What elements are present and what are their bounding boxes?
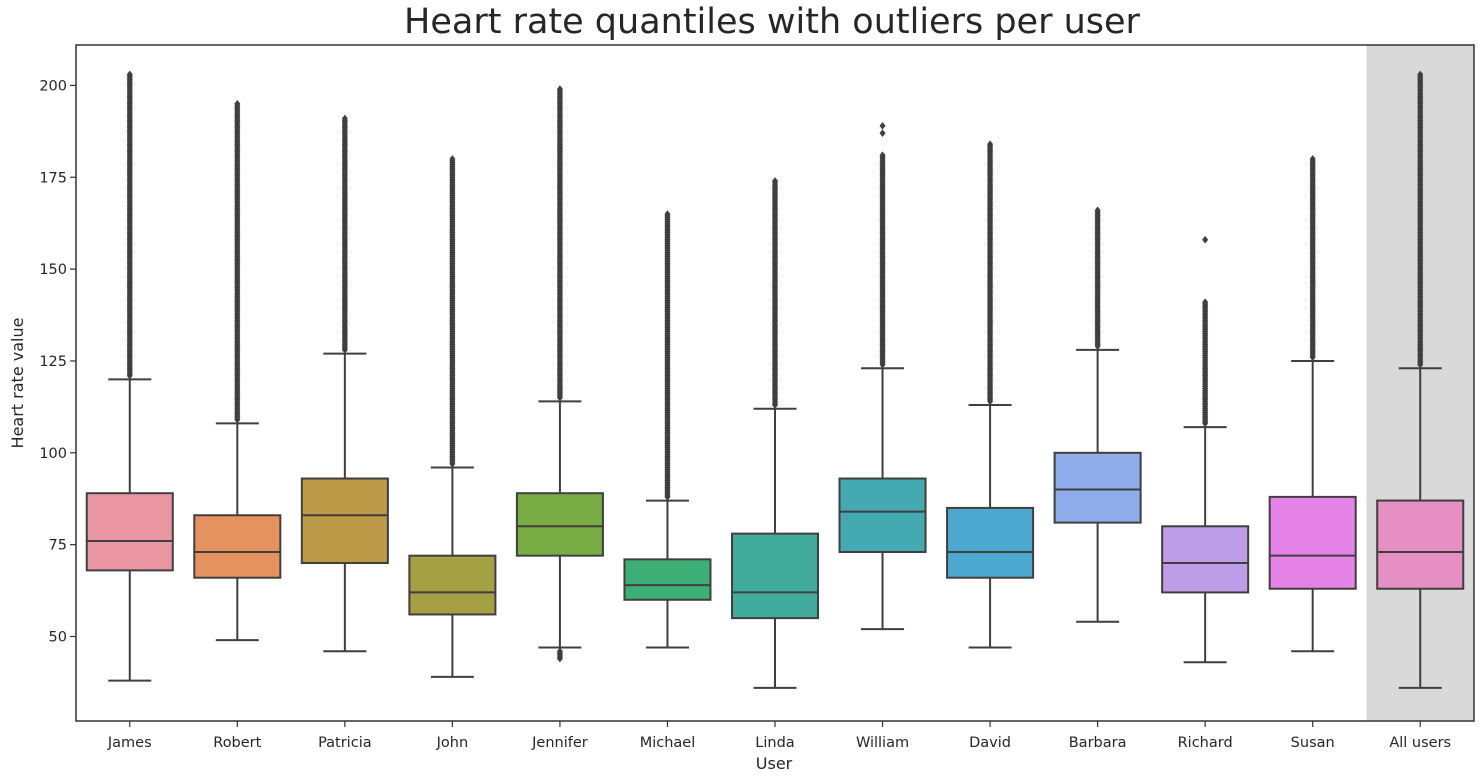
outlier-point: [1094, 206, 1101, 215]
outlier-point: [1309, 155, 1316, 163]
x-tick-label: Robert: [213, 735, 261, 751]
iqr-box: [300, 477, 389, 565]
box-group: [623, 210, 712, 649]
y-axis-label: Heart rate value: [8, 318, 27, 449]
x-axis-label: User: [756, 754, 793, 773]
outlier-point: [556, 85, 563, 93]
outlier-point: [987, 140, 994, 148]
x-tick-label: All users: [1389, 735, 1451, 751]
y-tick-label: 125: [39, 354, 67, 370]
outlier-point: [234, 99, 241, 108]
x-tick-label: Richard: [1178, 735, 1233, 751]
iqr-box: [515, 492, 604, 557]
x-tick-label: Michael: [640, 735, 696, 751]
iqr-box: [1161, 525, 1250, 594]
box-group: [85, 70, 174, 682]
box-group: [730, 177, 820, 689]
x-tick-label: Jennifer: [531, 735, 588, 751]
iqr-box: [946, 506, 1035, 579]
outlier-point: [772, 177, 778, 185]
y-tick-label: 75: [49, 538, 67, 554]
iqr-box: [1053, 451, 1142, 524]
x-tick-label: Linda: [755, 735, 794, 751]
outlier-point: [1202, 298, 1209, 306]
outlier-point: [341, 114, 348, 123]
iqr-box: [623, 558, 712, 601]
x-tick-label: Patricia: [318, 735, 372, 751]
outlier-point: [879, 122, 886, 130]
outlier-point: [1202, 235, 1209, 244]
iqr-box: [193, 514, 282, 579]
iqr-box: [838, 477, 927, 553]
box-group: [515, 85, 604, 663]
outlier-point: [664, 210, 671, 218]
marks-layer: [85, 70, 1465, 689]
iqr-box: [408, 554, 497, 616]
iqr-box: [85, 492, 174, 572]
chart-title: Heart rate quantiles with outliers per u…: [404, 2, 1140, 42]
outlier-point: [1417, 70, 1424, 79]
box-group: [1053, 206, 1142, 623]
outlier-point: [126, 70, 133, 79]
box-group: [1161, 235, 1250, 664]
iqr-box: [1268, 495, 1357, 590]
y-tick-label: 100: [39, 446, 67, 462]
outlier-point: [449, 155, 456, 163]
x-tick-label: David: [969, 735, 1011, 751]
y-tick-label: 200: [39, 78, 67, 94]
box-group: [946, 140, 1035, 649]
x-tick-label: William: [856, 735, 909, 751]
box-group: [838, 122, 927, 631]
iqr-box: [1376, 499, 1465, 590]
outlier-point: [556, 647, 563, 655]
y-tick-label: 175: [39, 170, 67, 186]
box-group: [1268, 155, 1357, 653]
box-group: [408, 155, 497, 678]
iqr-box: [730, 532, 820, 620]
x-tick-label: James: [107, 735, 152, 751]
box-group: [193, 99, 282, 642]
x-tick-label: Susan: [1291, 735, 1335, 751]
y-tick-label: 150: [39, 262, 67, 278]
outlier-point: [879, 151, 886, 160]
ticks-layer: 50 75 100 125 150 175 200 James Robert Patricia Jo…: [39, 78, 1451, 751]
x-tick-label: John: [436, 735, 469, 751]
y-tick-label: 50: [49, 630, 67, 646]
outlier-point: [879, 129, 886, 137]
box-group: [1376, 70, 1465, 689]
box-group: [300, 114, 389, 653]
x-tick-label: Barbara: [1069, 735, 1127, 751]
